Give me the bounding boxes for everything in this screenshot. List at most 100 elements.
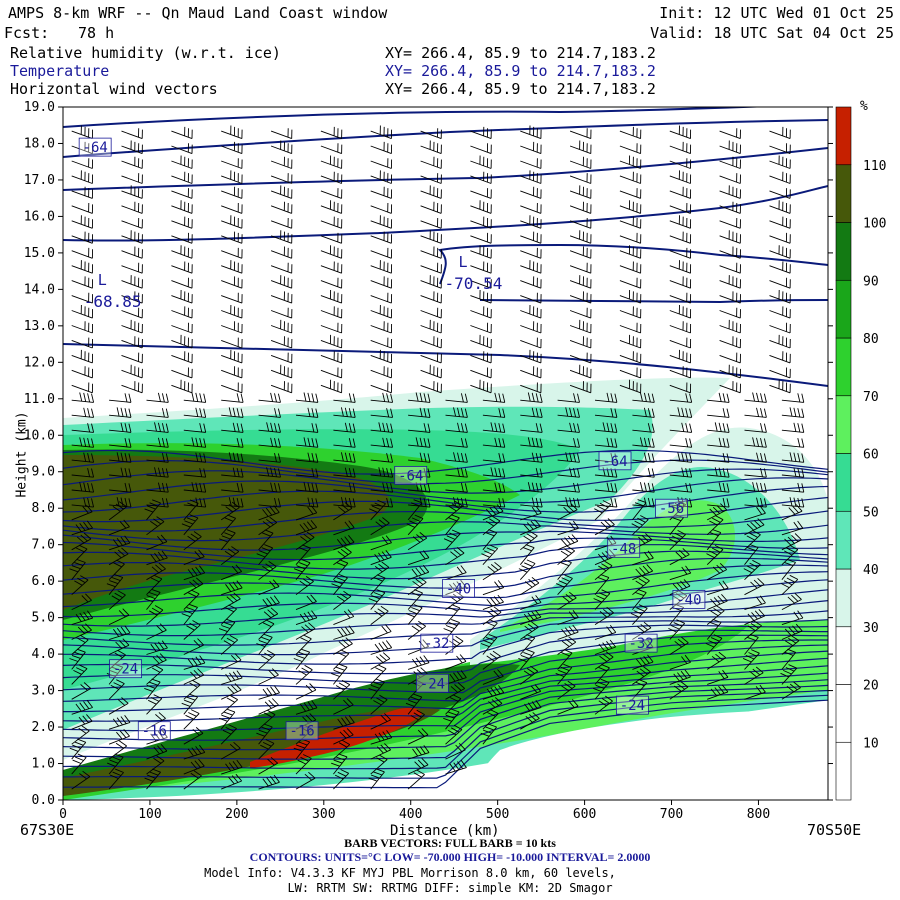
wind-barb bbox=[69, 559, 86, 580]
wind-barb bbox=[706, 651, 727, 670]
wind-barb bbox=[71, 593, 92, 611]
wind-barb bbox=[221, 653, 242, 670]
y-tick-label: 10.0 bbox=[24, 428, 55, 443]
wind-barb bbox=[370, 743, 392, 760]
wind-barb bbox=[333, 407, 356, 418]
wind-barb bbox=[632, 640, 654, 655]
extremum-symbol: L bbox=[459, 253, 468, 271]
wind-barb bbox=[445, 591, 464, 610]
wind-barb bbox=[221, 321, 243, 334]
wind-barb bbox=[407, 667, 428, 685]
temperature-contour bbox=[63, 477, 828, 504]
wind-barb bbox=[220, 741, 241, 760]
wind-barb bbox=[221, 247, 243, 259]
wind-barb bbox=[781, 422, 805, 433]
wind-barb bbox=[71, 467, 95, 478]
wind-barb bbox=[520, 684, 542, 700]
wind-barb bbox=[594, 606, 614, 625]
wind-barb bbox=[258, 497, 281, 508]
wind-barb bbox=[108, 697, 129, 715]
wind-barb bbox=[669, 452, 693, 463]
wind-barb bbox=[295, 683, 317, 700]
wind-barb bbox=[408, 437, 431, 448]
wind-barb bbox=[121, 201, 143, 214]
y-tick-label: 4.0 bbox=[32, 647, 55, 662]
wind-barb bbox=[146, 392, 169, 403]
wind-barb bbox=[221, 382, 243, 394]
wind-barb bbox=[669, 349, 692, 364]
wind-barb bbox=[669, 422, 693, 433]
wind-barb bbox=[781, 610, 804, 626]
wind-barb bbox=[270, 201, 293, 214]
wind-barb bbox=[181, 693, 198, 715]
wind-barb bbox=[220, 546, 240, 566]
wind-barb bbox=[183, 549, 205, 566]
temperature-contour bbox=[63, 485, 828, 513]
wind-barb bbox=[370, 366, 393, 379]
wind-barb bbox=[407, 709, 425, 730]
wind-barb bbox=[557, 699, 579, 715]
x-axis-label: Distance (km) bbox=[390, 823, 500, 839]
wind-barb bbox=[482, 669, 504, 685]
wind-barb bbox=[146, 482, 169, 493]
colorbar-swatch bbox=[835, 741, 852, 801]
wind-barb bbox=[557, 482, 580, 493]
wind-barb bbox=[781, 559, 796, 580]
wind-barb bbox=[781, 635, 800, 655]
wind-barb bbox=[109, 497, 132, 508]
colorbar-swatch bbox=[835, 164, 852, 223]
wind-barb bbox=[71, 215, 93, 229]
wind-barb bbox=[519, 544, 535, 565]
wind-barb bbox=[270, 291, 293, 304]
wind-barb bbox=[183, 497, 207, 508]
wind-barb bbox=[669, 438, 693, 448]
wind-barb bbox=[368, 678, 385, 700]
wind-barb bbox=[520, 595, 542, 611]
wind-barb bbox=[669, 654, 691, 670]
plot-area: -64 -64 -64 -56 -48 -40 -40 -32 -32 -24 -24 -24 -16 -… bbox=[63, 107, 828, 800]
wind-barb bbox=[420, 173, 442, 184]
wind-barb bbox=[258, 739, 275, 760]
wind-barb bbox=[108, 729, 130, 745]
wind-barb bbox=[520, 186, 542, 199]
contour-label-box bbox=[624, 633, 658, 653]
wind-barb bbox=[408, 452, 431, 463]
wind-barb bbox=[420, 336, 442, 349]
wind-barb bbox=[171, 245, 193, 259]
colorbar-tick-label: 10 bbox=[863, 736, 879, 751]
wind-barb bbox=[482, 650, 501, 670]
wind-barb bbox=[71, 292, 93, 304]
wind-barb bbox=[781, 452, 805, 463]
wind-barb bbox=[295, 452, 319, 463]
temperature-contour bbox=[63, 629, 828, 675]
wind-barb bbox=[258, 668, 279, 685]
wind-barb bbox=[744, 530, 761, 551]
wind-barb bbox=[333, 502, 353, 521]
wind-barb bbox=[183, 531, 202, 551]
wind-barb bbox=[183, 620, 201, 640]
wind-barb bbox=[121, 336, 143, 349]
temperature-contour bbox=[63, 679, 828, 751]
wind-barb bbox=[109, 438, 132, 448]
wind-barb bbox=[295, 576, 314, 596]
rh-shade-olive bbox=[63, 455, 390, 610]
contour-label: -64 bbox=[398, 468, 423, 484]
wind-barb bbox=[221, 482, 244, 493]
wind-barb bbox=[669, 548, 690, 566]
wind-barb bbox=[295, 392, 319, 403]
wind-barb bbox=[769, 351, 791, 364]
wind-barb bbox=[221, 337, 243, 349]
wind-barb bbox=[370, 482, 394, 493]
wind-barb bbox=[619, 245, 642, 259]
wind-barb bbox=[482, 515, 501, 536]
wind-barb bbox=[781, 545, 799, 566]
forecast-label: Fcst: bbox=[4, 24, 50, 42]
wind-barb bbox=[557, 534, 579, 551]
wind-barb bbox=[482, 467, 506, 478]
wind-barb bbox=[183, 709, 200, 730]
wind-barb bbox=[742, 649, 760, 670]
wind-barb bbox=[320, 306, 343, 319]
wind-barb bbox=[557, 680, 576, 700]
wind-barb bbox=[407, 639, 429, 655]
wind-barb bbox=[669, 247, 692, 259]
